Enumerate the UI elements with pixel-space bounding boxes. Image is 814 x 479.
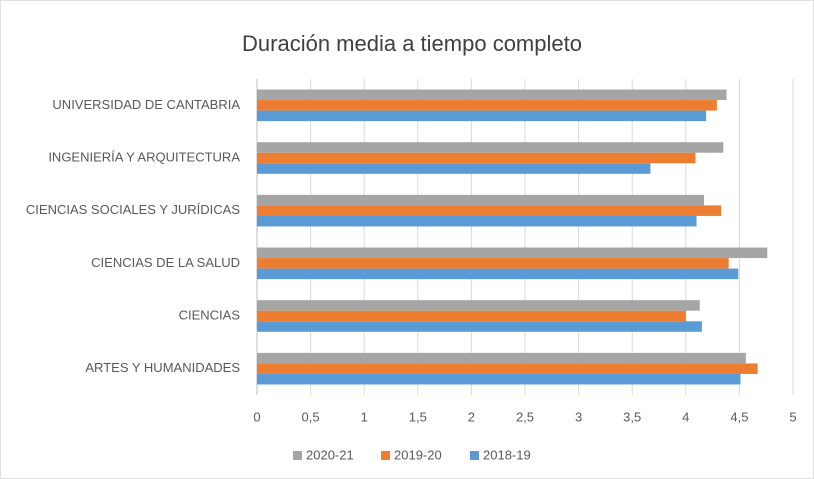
x-tick-label: 1	[361, 409, 368, 424]
chart-title: Duración media a tiempo completo	[242, 31, 582, 56]
x-tick-label: 4,5	[730, 409, 748, 424]
bar	[257, 205, 722, 216]
bar	[257, 352, 746, 364]
legend-label: 2020-21	[306, 447, 354, 462]
bar	[257, 300, 700, 311]
x-tick-label: 4	[682, 409, 689, 424]
bar	[257, 142, 724, 153]
x-tick-label: 2	[468, 409, 475, 424]
legend-swatch	[381, 451, 390, 460]
bar	[257, 110, 707, 122]
legend-label: 2018-19	[483, 447, 531, 462]
bar	[257, 215, 697, 227]
y-tick-label: CIENCIAS DE LA SALUD	[91, 255, 240, 270]
bar	[257, 152, 696, 164]
x-tick-label: 3	[575, 409, 582, 424]
y-tick-label: UNIVERSIDAD DE CANTABRIA	[52, 97, 240, 112]
x-tick-label: 2,5	[516, 409, 534, 424]
bar	[257, 89, 727, 101]
legend-swatch	[470, 451, 479, 460]
bar	[257, 100, 717, 111]
x-tick-label: 0,5	[302, 409, 320, 424]
x-tick-label: 0	[253, 409, 260, 424]
bar	[257, 258, 729, 269]
bar	[257, 268, 739, 280]
bar	[257, 373, 741, 385]
x-tick-label: 5	[789, 409, 796, 424]
y-tick-label: CIENCIAS SOCIALES Y JURÍDICAS	[26, 202, 240, 217]
x-tick-label: 1,5	[409, 409, 427, 424]
legend-swatch	[293, 451, 302, 460]
bar	[257, 247, 768, 259]
bar	[257, 363, 758, 374]
legend-label: 2019-20	[394, 447, 442, 462]
bar	[257, 163, 651, 174]
y-tick-label: ARTES Y HUMANIDADES	[85, 360, 240, 375]
bar	[257, 194, 705, 206]
y-tick-label: INGENIERÍA Y ARQUITECTURA	[48, 149, 240, 164]
x-tick-label: 3,5	[623, 409, 641, 424]
bar	[257, 310, 686, 322]
bar	[257, 321, 702, 332]
y-tick-label: CIENCIAS	[179, 307, 241, 322]
